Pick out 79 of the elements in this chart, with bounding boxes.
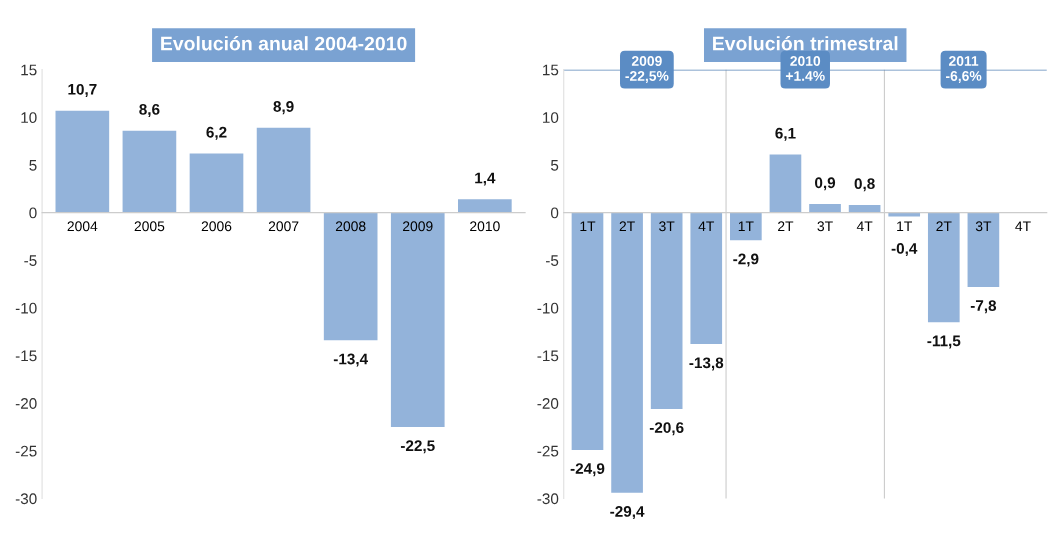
bar (189, 153, 244, 213)
y-tick-label: 10 (543, 112, 559, 124)
data-label: -11,5 (927, 335, 961, 349)
data-label: -7,8 (970, 300, 997, 314)
data-label: -29,4 (610, 506, 645, 520)
x-tick-label: 3T (975, 221, 992, 232)
data-label: 0,8 (854, 178, 875, 192)
y-tick-label: -15 (537, 350, 559, 362)
bar (611, 212, 643, 493)
bar (690, 212, 723, 345)
data-label: -20,6 (649, 422, 684, 436)
data-label: 0,9 (815, 177, 836, 191)
data-label: 6,1 (775, 127, 796, 141)
y-tick-label: -30 (15, 493, 37, 505)
chart-title: Evolución trimestral (713, 35, 898, 51)
y-tick-label: 15 (21, 64, 37, 76)
data-label: 1,4 (475, 172, 496, 186)
data-label: 6,2 (206, 126, 227, 140)
x-tick-label: 2007 (268, 221, 299, 232)
bar (55, 110, 110, 213)
data-label: -22,5 (400, 440, 435, 454)
y-tick-label: -25 (537, 445, 559, 457)
y-tick-label: 0 (29, 207, 37, 219)
annotation: 2009 -22,5% (625, 56, 669, 83)
data-label: 8,9 (273, 101, 294, 115)
x-tick-label: 1T (897, 221, 912, 232)
y-tick-label: 15 (543, 64, 559, 76)
y-tick-label: -20 (537, 398, 559, 409)
y-tick-label: 0 (550, 207, 559, 219)
bar (967, 212, 1000, 287)
y-tick-label: -5 (24, 255, 37, 266)
data-label: -0,4 (891, 243, 918, 257)
bar (848, 204, 881, 213)
x-tick-label: 2006 (201, 221, 232, 232)
x-tick-label: 4T (698, 221, 715, 232)
data-label: -13,4 (333, 353, 368, 367)
data-label: 8,6 (139, 103, 160, 117)
bar (769, 154, 802, 213)
y-tick-label: -25 (15, 445, 37, 457)
bar (390, 212, 445, 428)
bar (571, 212, 604, 450)
y-tick-label: -5 (545, 255, 559, 266)
x-tick-label: 4T (1015, 221, 1031, 232)
y-tick-label: -15 (15, 350, 37, 362)
x-tick-label: 2008 (335, 221, 366, 232)
x-tick-label: 2T (936, 221, 952, 232)
bar (122, 130, 177, 213)
bar (323, 212, 378, 341)
x-tick-label: 2009 (403, 221, 433, 232)
annotation: 2010 +1.4% (785, 56, 825, 81)
x-tick-label: 1T (580, 221, 596, 232)
bar (809, 204, 841, 213)
data-label: -24,9 (570, 463, 605, 477)
chart-title: Evolución anual 2004-2010 (161, 35, 407, 51)
x-tick-label: 2T (619, 221, 635, 232)
x-tick-label: 2T (778, 221, 794, 232)
y-tick-label: -30 (537, 493, 559, 505)
y-tick-label: 5 (550, 159, 559, 171)
x-tick-label: 3T (659, 221, 675, 232)
bar (927, 212, 960, 323)
y-tick-label: -10 (537, 302, 559, 314)
data-label: -2,9 (733, 253, 759, 267)
x-tick-label: 3T (817, 221, 833, 232)
data-label: -13,8 (689, 357, 724, 371)
data-label: 10,7 (68, 83, 97, 97)
x-tick-label: 2004 (67, 221, 98, 232)
bar (650, 212, 683, 409)
y-tick-label: -20 (15, 398, 37, 409)
bar (256, 127, 311, 213)
bar (458, 199, 512, 213)
annotation: 2011 -6,6% (946, 56, 982, 83)
y-tick-label: 10 (21, 112, 37, 124)
x-tick-label: 4T (856, 221, 873, 232)
x-tick-label: 2005 (134, 221, 165, 232)
x-tick-label: 1T (738, 221, 754, 232)
bar (730, 212, 762, 241)
y-tick-label: -10 (15, 302, 37, 314)
x-tick-label: 2010 (470, 221, 500, 232)
y-tick-label: 5 (29, 159, 37, 171)
